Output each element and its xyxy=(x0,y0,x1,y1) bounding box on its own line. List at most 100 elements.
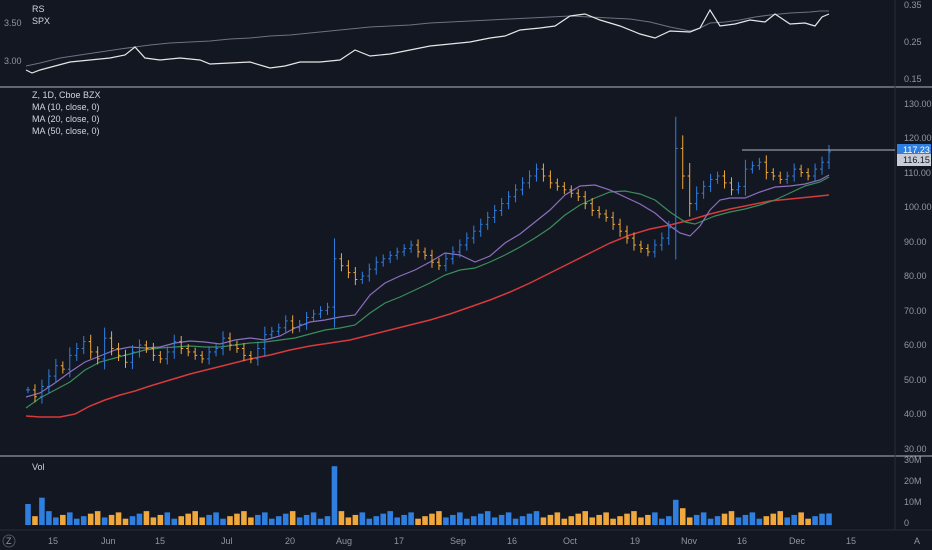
volume-bar xyxy=(178,516,185,525)
ohlc-bar xyxy=(374,256,379,275)
prev-price-value: 116.15 xyxy=(903,155,930,165)
ohlc-bar xyxy=(436,257,441,271)
rs-legend-spx[interactable]: SPX xyxy=(32,16,50,26)
ohlc-bar xyxy=(694,186,699,211)
ohlc-bars[interactable] xyxy=(26,116,831,404)
volume-bar xyxy=(143,511,150,525)
ma10-legend[interactable]: MA (10, close, 0) xyxy=(32,102,100,112)
volume-bar xyxy=(241,511,247,525)
volume-bar xyxy=(366,518,373,525)
rs-left-tick-3-00: 3.00 xyxy=(4,56,22,66)
ma10-line xyxy=(25,174,830,398)
volume-bar xyxy=(457,512,463,525)
ohlc-bar xyxy=(46,369,51,394)
ohlc-bar xyxy=(74,342,79,361)
ohlc-bar xyxy=(60,361,65,374)
rs-right-tick-0-15: 0.15 xyxy=(904,74,922,84)
volume-bar xyxy=(707,518,714,525)
ohlc-bar xyxy=(409,240,414,253)
price-tick-100: 100.00 xyxy=(904,202,932,212)
ohlc-bar xyxy=(652,239,657,258)
ma50-legend[interactable]: MA (50, close, 0) xyxy=(32,126,100,136)
ohlc-bar xyxy=(67,347,72,378)
volume-bar xyxy=(519,516,526,525)
volume-bar xyxy=(255,514,261,525)
ohlc-bar xyxy=(478,218,483,237)
ohlc-bar xyxy=(109,331,114,356)
volume-bar xyxy=(331,466,338,525)
volume-bar xyxy=(401,514,407,525)
volume-bar xyxy=(129,516,136,525)
volume-bar xyxy=(596,514,602,525)
symbol-logo-icon[interactable] xyxy=(2,534,16,548)
ohlc-bar xyxy=(88,334,93,359)
time-label-3: Jul xyxy=(221,536,233,546)
ohlc-bar xyxy=(39,379,44,404)
ohlc-bar xyxy=(806,168,811,181)
volume-bar xyxy=(275,516,282,525)
volume-bar xyxy=(185,513,191,525)
ohlc-bar xyxy=(499,198,504,217)
volume-bar xyxy=(561,518,568,525)
ohlc-bar xyxy=(659,232,664,251)
ohlc-bar xyxy=(283,315,288,334)
price-axis[interactable]: 130.00 120.00 110.00 100.00 90.00 80.00 … xyxy=(904,99,932,454)
volume-bar xyxy=(94,511,101,525)
volume-bar xyxy=(610,518,616,525)
volume-bar xyxy=(303,514,310,525)
volume-bar xyxy=(199,517,205,525)
volume-bar xyxy=(547,514,554,525)
time-axis-left-corner[interactable]: Z xyxy=(6,536,12,546)
ohlc-bar xyxy=(597,206,602,219)
ohlc-bar xyxy=(241,342,246,361)
ohlc-bar xyxy=(625,225,630,244)
ohlc-bar xyxy=(604,209,609,222)
ohlc-bar xyxy=(778,171,783,184)
volume-bar xyxy=(443,517,449,525)
volume-bar xyxy=(728,511,735,525)
ohlc-bar xyxy=(555,178,560,191)
time-label-11: Nov xyxy=(681,536,698,546)
volume-bar xyxy=(700,512,707,525)
volume-bar xyxy=(526,513,533,525)
volume-bars[interactable] xyxy=(25,466,832,525)
volume-bar xyxy=(25,504,31,525)
ohlc-bar xyxy=(792,163,797,182)
time-label-4: 20 xyxy=(285,536,295,546)
time-label-7: Sep xyxy=(450,536,466,546)
ohlc-bar xyxy=(248,351,253,364)
volume-bar xyxy=(826,513,832,525)
ohlc-bar xyxy=(569,185,574,198)
volume-bar xyxy=(394,517,400,525)
rs-legend-rs[interactable]: RS xyxy=(32,4,45,14)
ohlc-bar xyxy=(227,332,232,351)
ohlc-bar xyxy=(722,170,727,189)
last-price-value: 117.23 xyxy=(903,145,930,155)
time-axis[interactable]: Z 15 Jun 15 Jul 20 Aug 17 Sep 16 Oct 19 … xyxy=(2,534,920,548)
ohlc-bar xyxy=(443,253,448,272)
ohlc-bar xyxy=(402,244,407,257)
volume-bar xyxy=(46,511,52,525)
volume-bar xyxy=(672,499,679,525)
auto-scale-button[interactable]: A xyxy=(914,536,920,546)
volume-bar xyxy=(136,513,143,525)
price-tick-120: 120.00 xyxy=(904,133,932,143)
ohlc-bar xyxy=(269,326,274,340)
ohlc-bar xyxy=(123,349,128,368)
ohlc-bar xyxy=(750,161,755,174)
volume-bar xyxy=(805,518,811,525)
symbol-legend[interactable]: Z, 1D, Cboe BZX xyxy=(32,90,101,100)
ohlc-bar xyxy=(186,344,191,357)
ma20-legend[interactable]: MA (20, close, 0) xyxy=(32,114,100,124)
ohlc-bar xyxy=(813,163,818,182)
volume-bar xyxy=(387,511,393,525)
ohlc-bar xyxy=(673,116,678,260)
volume-legend[interactable]: Vol xyxy=(32,462,45,472)
volume-bar xyxy=(645,514,651,525)
ohlc-bar xyxy=(492,204,497,223)
ohlc-bar xyxy=(151,342,156,361)
time-label-12: 16 xyxy=(737,536,747,546)
volume-bar xyxy=(429,513,435,525)
